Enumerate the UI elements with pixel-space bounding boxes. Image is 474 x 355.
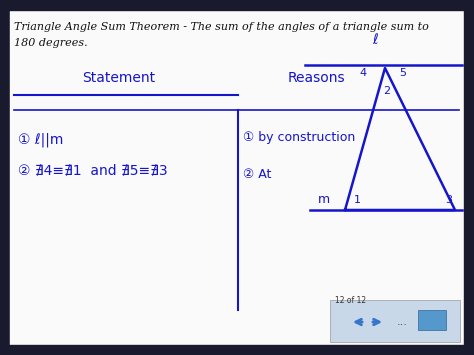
Text: 4: 4 — [359, 68, 366, 78]
Text: ② ∄4≡∄1  and ∄5≡∄3: ② ∄4≡∄1 and ∄5≡∄3 — [18, 163, 168, 177]
Text: ① ℓ||m: ① ℓ||m — [18, 133, 64, 147]
Text: 5: 5 — [400, 68, 407, 78]
Text: Reasons: Reasons — [288, 71, 346, 85]
Polygon shape — [464, 0, 474, 355]
Polygon shape — [0, 0, 474, 10]
Text: ② At: ② At — [243, 169, 272, 181]
Bar — [330, 300, 460, 342]
Text: Triangle Angle Sum Theorem - The sum of the angles of a triangle sum to: Triangle Angle Sum Theorem - The sum of … — [14, 22, 429, 32]
Bar — [418, 310, 446, 330]
Text: 3: 3 — [446, 195, 453, 205]
Polygon shape — [0, 345, 474, 355]
Text: m: m — [318, 193, 330, 206]
Text: ① by construction: ① by construction — [243, 131, 355, 143]
Text: ...: ... — [397, 317, 408, 327]
Text: Statement: Statement — [82, 71, 155, 85]
Text: ℓ: ℓ — [372, 33, 378, 47]
Text: 180 degrees.: 180 degrees. — [14, 38, 88, 48]
Text: 12 of 12: 12 of 12 — [335, 296, 366, 305]
Text: 2: 2 — [383, 86, 391, 96]
Polygon shape — [10, 10, 464, 345]
Text: 1: 1 — [354, 195, 361, 205]
